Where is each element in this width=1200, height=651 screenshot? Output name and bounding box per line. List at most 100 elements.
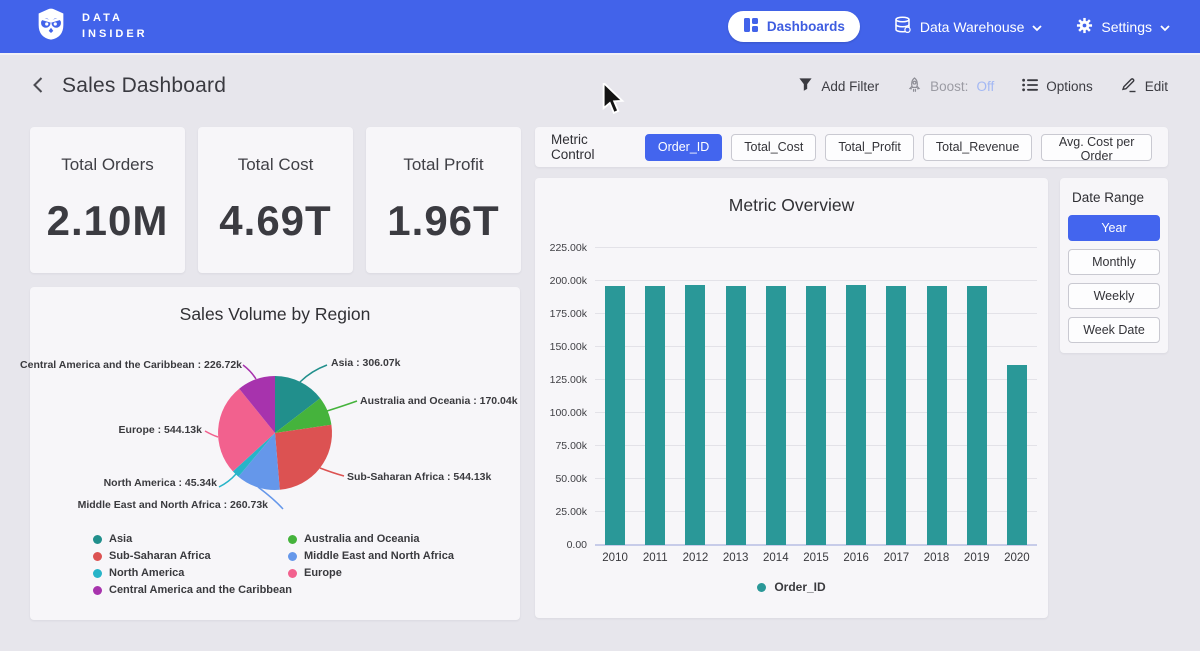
options-button[interactable]: Options — [1022, 78, 1093, 95]
metric-button-total-cost[interactable]: Total_Cost — [731, 133, 817, 161]
metric-button-total-revenue[interactable]: Total_Revenue — [922, 133, 1033, 161]
dashboards-button[interactable]: Dashboards — [727, 11, 860, 42]
bar-2014[interactable] — [765, 286, 786, 545]
chevron-down-icon — [1160, 19, 1170, 35]
kpi-card: Total Orders 2.10M — [30, 127, 185, 273]
bar-2015[interactable] — [806, 286, 826, 545]
metric-button-order-id[interactable]: Order_ID — [644, 133, 723, 161]
pie-legend-item[interactable]: Asia — [93, 533, 292, 545]
rocket-icon — [907, 76, 922, 96]
gridline — [595, 247, 1037, 248]
bar-2011[interactable] — [645, 286, 666, 545]
x-axis-label: 2019 — [963, 552, 990, 564]
pie-slice-central-america-and-the-caribbean[interactable] — [239, 376, 275, 433]
y-axis-tick: 225.00k — [549, 242, 587, 254]
pie-leader-line — [242, 364, 257, 380]
dashboard-grid-icon — [743, 17, 759, 36]
pie-slice-asia[interactable] — [275, 376, 321, 433]
kpi-card: Total Profit 1.96T — [366, 127, 521, 273]
date-range-button-weekly[interactable]: Weekly — [1068, 283, 1160, 309]
legend-dot — [288, 568, 297, 578]
bar-2020[interactable] — [1006, 364, 1027, 545]
x-axis-label: 2020 — [1004, 552, 1030, 564]
legend-dot — [93, 551, 102, 561]
chevron-down-icon — [1032, 19, 1043, 35]
brand: DATA INSIDER — [32, 5, 148, 48]
kpi-value: 4.69T — [219, 197, 332, 244]
pie-chart-title: Sales Volume by Region — [179, 304, 371, 324]
pie-legend-column: Australia and Oceania Middle East and Nor… — [288, 533, 454, 579]
boost-status: Off — [976, 78, 995, 94]
legend-dot — [757, 582, 767, 592]
dashboards-label: Dashboards — [766, 19, 845, 34]
bar-2013[interactable] — [725, 286, 746, 545]
date-range-button-week-date[interactable]: Week Date — [1068, 317, 1160, 343]
data-warehouse-button[interactable]: Data Warehouse — [894, 16, 1043, 37]
pie-leader-line — [204, 430, 219, 438]
back-button[interactable] — [32, 76, 44, 97]
x-axis-label: 2012 — [682, 552, 709, 564]
bar-2010[interactable] — [605, 286, 626, 545]
date-range-button-monthly[interactable]: Monthly — [1068, 249, 1160, 275]
pie-slice-europe[interactable] — [218, 388, 275, 472]
owl-logo-icon — [32, 5, 70, 48]
pie-label: North America : 45.34k — [103, 477, 217, 489]
metric-button-total-profit[interactable]: Total_Profit — [825, 133, 914, 161]
bar-2012[interactable] — [685, 285, 706, 545]
legend-label: Europe — [304, 567, 342, 579]
legend-dot — [93, 585, 102, 595]
y-axis-tick: 50.00k — [555, 473, 587, 485]
pie-label: Europe : 544.13k — [118, 424, 202, 436]
pie-legend-item[interactable]: Middle East and North Africa — [288, 550, 454, 562]
legend-dot — [288, 551, 297, 561]
pie-slice-sub-saharan-africa[interactable] — [275, 424, 332, 490]
legend-dot — [93, 568, 102, 578]
bar-2018[interactable] — [926, 286, 947, 545]
bar-chart-legend[interactable]: Order_ID — [535, 580, 1048, 594]
date-range-card: Date Range Year Monthly Weekly Week Date — [1060, 178, 1168, 353]
legend-label: Central America and the Caribbean — [109, 584, 292, 596]
boost-button[interactable]: Boost: Off — [907, 76, 995, 96]
legend-label: Middle East and North Africa — [304, 550, 454, 562]
y-axis-tick: 100.00k — [549, 407, 587, 419]
pie-label: Australia and Oceania : 170.04k — [360, 395, 518, 407]
pie-legend-item[interactable]: Central America and the Caribbean — [93, 584, 292, 596]
gridline — [595, 280, 1037, 281]
pie-slice-middle-east-and-north-africa[interactable] — [238, 433, 280, 491]
y-axis-tick: 75.00k — [555, 440, 587, 452]
bar-2017[interactable] — [886, 286, 907, 545]
kpi-card: Total Cost 4.69T — [198, 127, 353, 273]
x-axis-label: 2018 — [923, 552, 950, 564]
bar-chart-card: Metric Overview 0.00 25.00k 50.00k 75.00k 10… — [535, 178, 1048, 618]
y-axis-tick: 25.00k — [555, 506, 587, 518]
legend-label: Order_ID — [774, 580, 826, 594]
pie-label: Sub-Saharan Africa : 544.13k — [347, 471, 492, 483]
y-axis-tick: 175.00k — [549, 308, 587, 320]
bar-2019[interactable] — [966, 286, 987, 545]
x-axis-label: 2017 — [883, 552, 910, 564]
pie-leader-line — [326, 400, 358, 412]
chevron-left-icon — [32, 76, 44, 97]
legend-dot — [288, 534, 297, 544]
pie-leader-line — [257, 486, 284, 510]
pie-label: Central America and the Caribbean : 226.… — [20, 359, 242, 371]
pie-label: Asia : 306.07k — [331, 357, 401, 369]
filter-icon — [798, 77, 813, 95]
pie-legend-item[interactable]: Sub-Saharan Africa — [93, 550, 292, 562]
y-axis-tick: 125.00k — [549, 374, 587, 386]
metric-button-avg-cost-per-order[interactable]: Avg. Cost per Order — [1041, 133, 1152, 163]
kpi-value: 2.10M — [46, 197, 169, 244]
pie-legend-item[interactable]: Australia and Oceania — [288, 533, 454, 545]
x-axis-label: 2013 — [722, 552, 749, 564]
edit-button[interactable]: Edit — [1121, 77, 1168, 96]
pie-legend-item[interactable]: North America — [93, 567, 292, 579]
add-filter-button[interactable]: Add Filter — [798, 77, 879, 95]
pie-slice-north-america[interactable] — [232, 433, 275, 477]
x-axis-label: 2010 — [602, 552, 628, 564]
date-range-button-year[interactable]: Year — [1068, 215, 1160, 241]
pie-slice-australia-and-oceania[interactable] — [275, 398, 332, 433]
pie-legend-item[interactable]: Europe — [288, 567, 454, 579]
page-title: Sales Dashboard — [62, 74, 227, 97]
settings-button[interactable]: Settings — [1076, 17, 1170, 37]
bar-2016[interactable] — [846, 285, 867, 545]
